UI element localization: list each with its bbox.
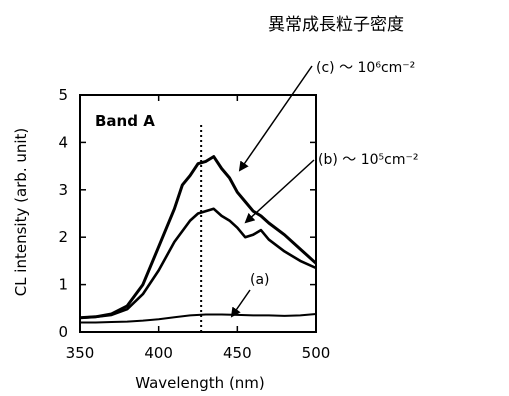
y-tick-label: 2 [58,228,68,246]
plot-area: 350 400 450 500 0 1 2 3 4 5 Band A (c) ～ 10⁶cm⁻² (b)… [58,60,418,362]
y-tick-label: 5 [58,86,68,104]
plot-frame [79,94,317,333]
band-label: Band A [95,112,155,130]
y-axis-title: CL intensity (arb. unit) [12,128,30,297]
x-axis-title: Wavelength (nm) [135,374,265,392]
y-tick-label: 3 [58,181,68,199]
x-tick-label: 350 [66,344,95,362]
series-annotation-1: (b) ～ 10⁵cm⁻² [318,152,418,168]
x-tick-label: 400 [144,344,173,362]
series-annotation-2: (a) [250,272,270,288]
y-tick-label: 4 [58,133,68,151]
x-tick-label: 500 [302,344,331,362]
y-tick-label: 0 [58,323,68,341]
x-tick-label: 450 [223,344,252,362]
series-annotation-0: (c) ～ 10⁶cm⁻² [316,60,415,76]
y-tick-label: 1 [58,276,68,294]
defect-density-header: 異常成長粒子密度 [268,15,404,35]
series-line-2 [79,155,318,320]
series-line-0 [80,313,317,324]
series-line-1 [79,207,317,320]
annotation-arrow-2 [230,289,251,318]
annotation-arrow-1 [244,159,315,224]
annotation-arrow-0 [238,65,313,172]
